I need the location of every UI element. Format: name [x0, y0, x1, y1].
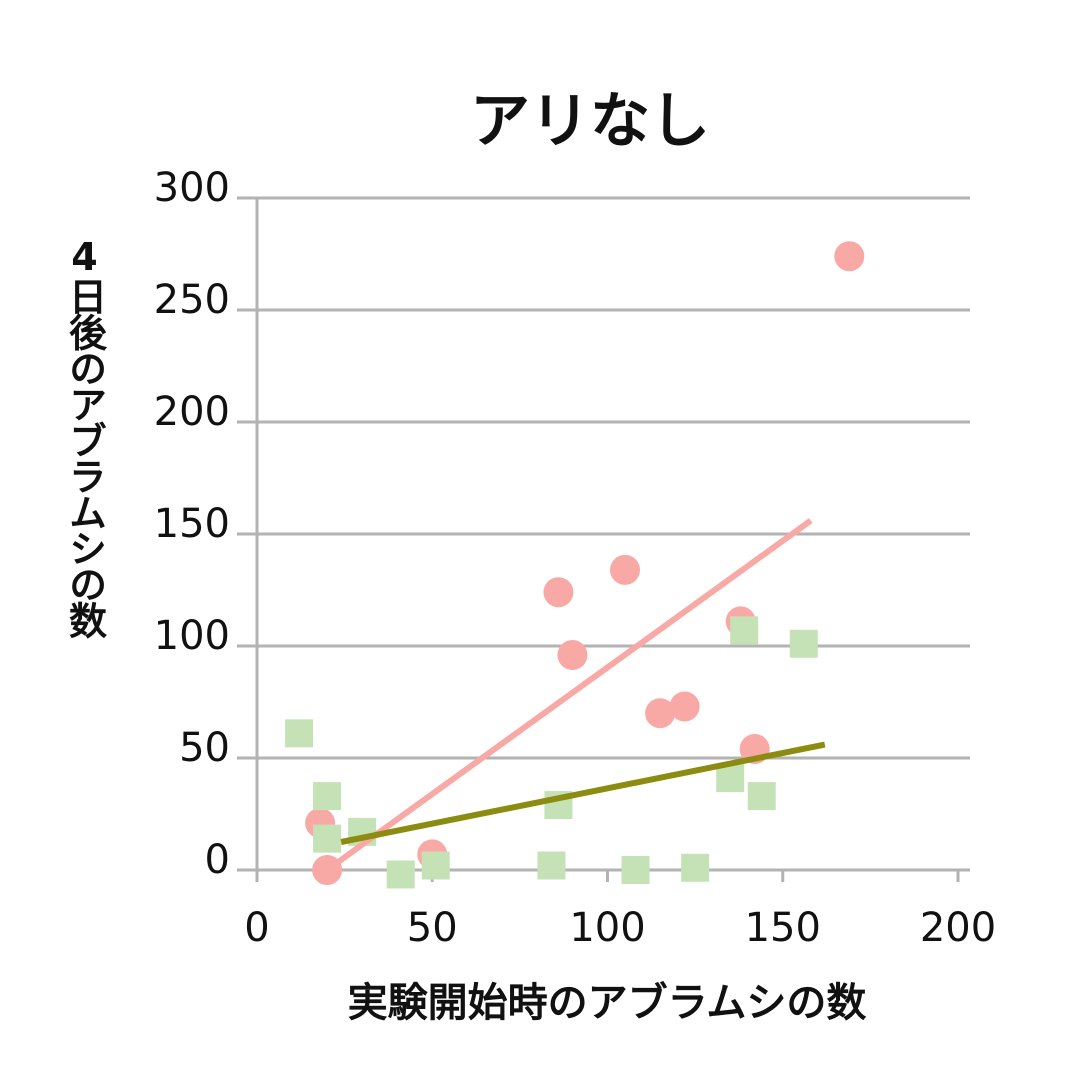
point — [789, 629, 818, 658]
point — [313, 782, 342, 811]
point — [669, 691, 700, 722]
trendline — [340, 741, 826, 845]
y-tick-label: 100 — [154, 613, 230, 659]
y-axis-label: 4日後のアブラムシの数 — [63, 235, 107, 639]
y-tick-label: 0 — [205, 837, 230, 883]
x-tick-label: 150 — [745, 905, 821, 951]
point — [730, 616, 759, 645]
x-tick-label: 50 — [407, 905, 458, 951]
point — [645, 698, 676, 729]
x-tick-label: 200 — [920, 905, 996, 951]
point — [621, 856, 650, 884]
point — [716, 764, 745, 793]
point — [537, 851, 566, 880]
x-tick-label: 0 — [244, 905, 269, 951]
y-tick-label: 300 — [154, 165, 230, 211]
trendline — [325, 518, 813, 873]
y-tick-label: 200 — [154, 389, 230, 435]
y-tick-label: 250 — [154, 277, 230, 323]
point — [834, 241, 865, 272]
point — [543, 577, 574, 608]
point — [557, 639, 588, 670]
chart-title: アリなし — [470, 87, 710, 157]
point — [386, 860, 415, 889]
point — [285, 719, 314, 748]
x-tick-label: 100 — [569, 905, 645, 951]
point — [610, 554, 641, 585]
point — [747, 782, 776, 811]
x-axis-label: 実験開始時のアブラムシの数 — [348, 980, 867, 1026]
point — [681, 853, 710, 882]
point — [313, 824, 342, 853]
y-tick-label: 50 — [179, 725, 230, 771]
y-tick-label: 150 — [154, 501, 230, 547]
point — [421, 851, 450, 880]
